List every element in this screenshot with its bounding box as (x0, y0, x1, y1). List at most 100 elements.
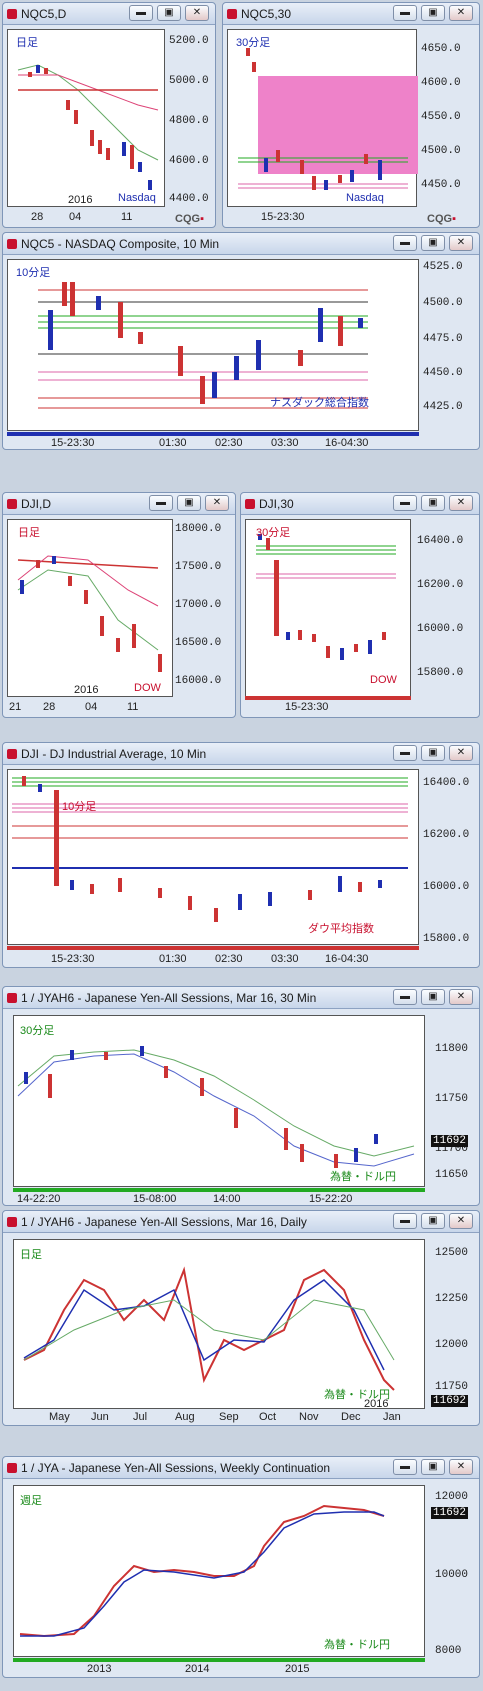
chart-window[interactable]: NQC5 - NASDAQ Composite, 10 Min ▬ ▣ ✕ 10分足… (2, 232, 480, 450)
y-tick: 4450.0 (421, 179, 461, 191)
candles (238, 48, 418, 190)
chart-window[interactable]: 1 / JYAH6 - Japanese Yen-All Sessions, M… (2, 986, 480, 1206)
y-tick: 18000.0 (175, 523, 222, 535)
minimize-button[interactable]: ▬ (149, 495, 173, 511)
last-price-badge: 11692 (431, 1135, 469, 1147)
year-label: 2016 (68, 194, 93, 206)
maximize-button[interactable]: ▣ (421, 495, 445, 511)
app-icon (7, 993, 17, 1003)
maximize-button[interactable]: ▣ (421, 235, 445, 251)
chart-window[interactable]: 1 / JYAH6 - Japanese Yen-All Sessions, M… (2, 1210, 480, 1426)
minimize-button[interactable]: ▬ (393, 495, 417, 511)
instrument-label: 為替・ドル円 (330, 1171, 396, 1183)
x-tick: 28 (31, 211, 44, 223)
close-button[interactable]: ✕ (449, 989, 473, 1005)
maximize-button[interactable]: ▣ (421, 5, 445, 21)
close-button[interactable]: ✕ (449, 1459, 473, 1475)
chart-window[interactable]: DJI - DJ Industrial Average, 10 Min ▬ ▣ ✕ … (2, 742, 480, 968)
chart-plot[interactable]: 日足 為替・ドル円 2016 (13, 1239, 425, 1410)
minimize-button[interactable]: ▬ (393, 1459, 417, 1475)
maximize-button[interactable]: ▣ (421, 745, 445, 761)
instrument-label: Nasdaq (118, 192, 156, 204)
app-icon (245, 499, 255, 509)
x-tick: 11 (127, 701, 139, 713)
close-button[interactable]: ✕ (449, 235, 473, 251)
chart-window[interactable]: NQC5,D ▬ ▣ ✕ 日足 Nasdaq 2016 5200.0 5000.0 … (2, 2, 216, 228)
maximize-button[interactable]: ▣ (177, 495, 201, 511)
minimize-button[interactable]: ▬ (393, 1213, 417, 1229)
y-tick: 10000 (435, 1569, 469, 1581)
close-button[interactable]: ✕ (449, 745, 473, 761)
chart-window[interactable]: NQC5,30 ▬ ▣ ✕ 30分足 Nasdaq 4650.0 4600.0 45… (222, 2, 480, 228)
title-bar[interactable]: 1 / JYA - Japanese Yen-All Sessions, Wee… (3, 1457, 479, 1479)
y-tick: 15800.0 (423, 933, 470, 945)
time-axis-bar (13, 1188, 425, 1192)
close-button[interactable]: ✕ (449, 5, 473, 21)
time-axis-bar (7, 432, 419, 436)
chart-plot[interactable]: 週足 為替・ドル円 (13, 1485, 425, 1657)
close-button[interactable]: ✕ (449, 495, 473, 511)
chart-plot[interactable]: 10分足 ダウ平均指数 (7, 769, 419, 945)
close-button[interactable]: ✕ (185, 5, 209, 21)
window-title: 1 / JYAH6 - Japanese Yen-All Sessions, M… (21, 1215, 307, 1229)
chart-plot[interactable]: 30分足 DOW (245, 519, 411, 697)
minimize-button[interactable]: ▬ (393, 989, 417, 1005)
maximize-button[interactable]: ▣ (421, 1459, 445, 1475)
timeframe-label: 30分足 (20, 1025, 55, 1037)
y-tick: 12250 (435, 1293, 469, 1305)
title-bar[interactable]: 1 / JYAH6 - Japanese Yen-All Sessions, M… (3, 1211, 479, 1233)
chart-window[interactable]: DJI,D ▬ ▣ ✕ 日足 DOW 2016 18000.0 17500.0 17… (2, 492, 236, 718)
chart-plot[interactable]: 30分足 為替・ドル円 (13, 1015, 425, 1187)
instrument-label: DOW (370, 674, 397, 686)
chart-window[interactable]: 1 / JYA - Japanese Yen-All Sessions, Wee… (2, 1456, 480, 1678)
y-tick: 11750 (435, 1381, 469, 1393)
x-tick: 03:30 (271, 953, 299, 965)
title-bar[interactable]: DJI,D ▬ ▣ ✕ (3, 493, 235, 515)
title-bar[interactable]: NQC5,30 ▬ ▣ ✕ (223, 3, 479, 25)
x-tick: 14-22:20 (17, 1193, 61, 1205)
app-icon (7, 9, 17, 19)
instrument-label: ナスダック総合指数 (270, 397, 369, 409)
y-tick: 16400.0 (417, 535, 464, 547)
close-button[interactable]: ✕ (449, 1213, 473, 1229)
x-tick: 16-04:30 (325, 437, 369, 449)
maximize-button[interactable]: ▣ (421, 1213, 445, 1229)
title-bar[interactable]: 1 / JYAH6 - Japanese Yen-All Sessions, M… (3, 987, 479, 1009)
candles (23, 1266, 395, 1391)
maximize-button[interactable]: ▣ (157, 5, 181, 21)
x-tick: Jun (91, 1411, 109, 1423)
timeframe-label: 10分足 (16, 267, 51, 279)
timeframe-label: 10分足 (62, 801, 97, 813)
chart-plot[interactable]: 日足 Nasdaq 2016 (7, 29, 165, 207)
minimize-button[interactable]: ▬ (393, 745, 417, 761)
y-tick: 4475.0 (423, 333, 463, 345)
time-axis-bar (13, 1658, 425, 1662)
app-icon (7, 239, 17, 249)
chart-plot[interactable]: 日足 DOW 2016 (7, 519, 173, 697)
chart-window[interactable]: DJI,30 ▬ ▣ ✕ 30分足 DOW 16400.0 16200.0 1600… (240, 492, 480, 718)
cqg-logo: CQG▪ (427, 213, 456, 225)
title-bar[interactable]: NQC5 - NASDAQ Composite, 10 Min ▬ ▣ ✕ (3, 233, 479, 255)
maximize-button[interactable]: ▣ (421, 989, 445, 1005)
y-tick: 4525.0 (423, 261, 463, 273)
chart-plot[interactable]: 10分足 ナスダック総合指数 (7, 259, 419, 431)
time-axis-bar (245, 696, 411, 700)
timeframe-label: 週足 (20, 1495, 42, 1507)
y-tick: 11800 (435, 1043, 469, 1055)
last-price-badge: 11692 (431, 1395, 469, 1407)
window-title: DJI - DJ Industrial Average, 10 Min (21, 747, 207, 761)
title-bar[interactable]: NQC5,D ▬ ▣ ✕ (3, 3, 215, 25)
x-tick: Sep (219, 1411, 239, 1423)
instrument-label: DOW (134, 682, 161, 694)
y-tick: 16200.0 (417, 579, 464, 591)
time-axis-bar (7, 946, 419, 950)
y-tick: 4400.0 (169, 193, 209, 205)
minimize-button[interactable]: ▬ (129, 5, 153, 21)
title-bar[interactable]: DJI,30 ▬ ▣ ✕ (241, 493, 479, 515)
title-bar[interactable]: DJI - DJ Industrial Average, 10 Min ▬ ▣ ✕ (3, 743, 479, 765)
minimize-button[interactable]: ▬ (393, 5, 417, 21)
window-title: NQC5 - NASDAQ Composite, 10 Min (21, 237, 220, 251)
chart-plot[interactable]: 30分足 Nasdaq (227, 29, 418, 207)
minimize-button[interactable]: ▬ (393, 235, 417, 251)
close-button[interactable]: ✕ (205, 495, 229, 511)
